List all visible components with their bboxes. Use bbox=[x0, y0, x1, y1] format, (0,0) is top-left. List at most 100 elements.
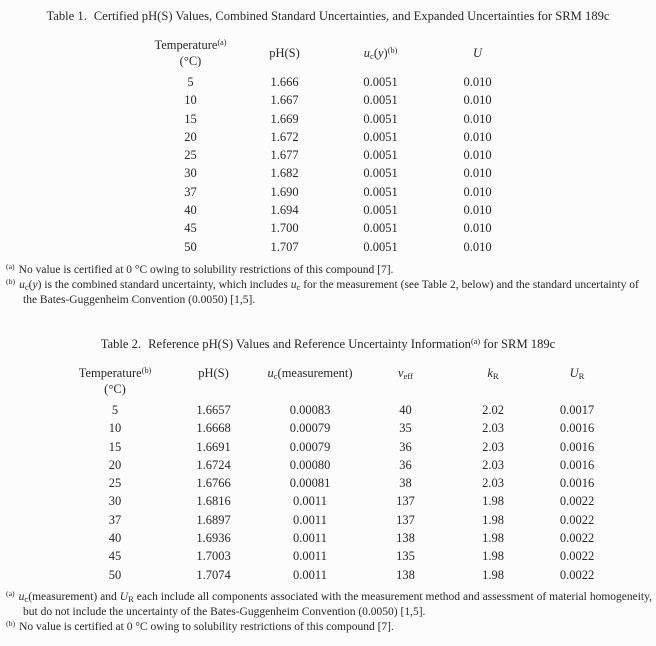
table2-col-temperature: Temperature(b) (°C) bbox=[78, 365, 152, 396]
table-cell-temperature: 20 bbox=[184, 129, 197, 144]
footnote-marker: (b) bbox=[6, 276, 16, 286]
table-cell-u-r: 0.0022 bbox=[559, 549, 595, 564]
table-row: 45 1.700 0.0051 0.010 bbox=[144, 219, 526, 237]
table-cell-ph-s: 1.666 bbox=[270, 75, 299, 89]
table-cell-u-r: 0.0022 bbox=[559, 494, 595, 509]
footnote-marker: (a) bbox=[6, 588, 15, 598]
table-cell-expanded-u: 0.010 bbox=[463, 166, 492, 181]
table-cell-ph-s: 1.6897 bbox=[196, 512, 231, 527]
table2: Temperature(b) (°C) pH(S) uc(measurement)… bbox=[63, 365, 619, 584]
table-cell-temperature: 45 bbox=[184, 221, 197, 236]
table-cell-ph-s: 1.7003 bbox=[196, 549, 231, 564]
table-row: 20 1.6724 0.00080 36 2.03 0.0016 bbox=[63, 456, 619, 474]
table2-body: 5 1.6657 0.00083 40 2.02 0.0017 10 1.666… bbox=[63, 401, 619, 584]
table-cell-ph-s: 1.667 bbox=[270, 93, 299, 108]
table-cell-ph-s: 1.690 bbox=[270, 184, 299, 199]
table-cell-expanded-u: 0.010 bbox=[463, 93, 492, 108]
table1-col-uc-y: uc(y)(b) bbox=[363, 46, 398, 61]
table-cell-temperature: 10 bbox=[108, 421, 122, 436]
table-cell-v-eff: 137 bbox=[396, 494, 415, 509]
table-cell-v-eff: 138 bbox=[396, 531, 415, 546]
table2-title: Table 2. Reference pH(S) Values and Refer… bbox=[0, 337, 656, 352]
table-cell-ph-s: 1.6816 bbox=[196, 494, 231, 509]
table-cell-expanded-u: 0.010 bbox=[463, 184, 492, 199]
table-cell-k-r: 1.98 bbox=[482, 567, 504, 582]
table-cell-k-r: 2.02 bbox=[482, 402, 504, 417]
table1: Temperature(a) (°C) pH(S) uc(y)(b) U 5 1.… bbox=[144, 37, 526, 256]
table-row: 50 1.7074 0.0011 138 1.98 0.0022 bbox=[63, 566, 619, 584]
table-cell-v-eff: 35 bbox=[399, 421, 412, 436]
table-cell-temperature: 10 bbox=[184, 93, 197, 108]
table-cell-k-r: 1.98 bbox=[482, 512, 504, 527]
table-cell-uc-measurement: 0.00079 bbox=[289, 421, 331, 436]
table-cell-temperature: 20 bbox=[108, 457, 122, 472]
table-cell-expanded-u: 0.010 bbox=[463, 221, 492, 236]
table-cell-k-r: 2.03 bbox=[482, 476, 504, 491]
table2-footnotes: (a) uc(measurement) and UR each include a… bbox=[6, 590, 652, 635]
table-cell-ph-s: 1.672 bbox=[270, 129, 299, 144]
table-row: 25 1.677 0.0051 0.010 bbox=[144, 146, 526, 164]
table-cell-k-r: 1.98 bbox=[482, 494, 504, 509]
footnote: (a) uc(measurement) and UR each include a… bbox=[6, 590, 652, 620]
table2-header-row: Temperature(b) (°C) pH(S) uc(measurement)… bbox=[63, 365, 619, 401]
table-cell-k-r: 2.03 bbox=[482, 421, 504, 436]
table-cell-temperature: 40 bbox=[108, 531, 122, 546]
footnote-text: uc(y) is the combined standard uncertain… bbox=[19, 278, 639, 306]
table-row: 50 1.707 0.0051 0.010 bbox=[144, 238, 526, 256]
table-cell-temperature: 40 bbox=[184, 203, 197, 218]
table-cell-k-r: 1.98 bbox=[482, 549, 504, 564]
table-row: 30 1.6816 0.0011 137 1.98 0.0022 bbox=[63, 492, 619, 510]
table-row: 20 1.672 0.0051 0.010 bbox=[144, 128, 526, 146]
table-cell-temperature: 30 bbox=[184, 166, 197, 181]
table2-title-label: Table 2. bbox=[100, 336, 142, 351]
table-cell-uc-measurement: 0.0011 bbox=[293, 567, 327, 582]
table-row: 15 1.6691 0.00079 36 2.03 0.0016 bbox=[63, 438, 619, 456]
footnote: (a) No value is certified at 0 °C owing t… bbox=[6, 263, 652, 278]
footnote-marker: (b) bbox=[6, 618, 16, 628]
table-cell-temperature: 15 bbox=[108, 439, 122, 454]
table1-footnotes: (a) No value is certified at 0 °C owing t… bbox=[6, 263, 652, 308]
table2-header: Temperature(b) (°C) pH(S) uc(measurement)… bbox=[63, 365, 619, 401]
table-cell-v-eff: 138 bbox=[396, 567, 415, 582]
table-cell-expanded-u: 0.010 bbox=[463, 75, 492, 89]
table2-title-text: Reference pH(S) Values and Reference Unc… bbox=[148, 336, 556, 351]
table-cell-u-r: 0.0016 bbox=[559, 439, 595, 454]
table-cell-uc-measurement: 0.00083 bbox=[289, 402, 331, 417]
table-cell-uc-measurement: 0.00081 bbox=[289, 476, 331, 491]
table-cell-u-r: 0.0022 bbox=[559, 531, 595, 546]
table-cell-k-r: 2.03 bbox=[482, 457, 504, 472]
table1-header-row: Temperature(a) (°C) pH(S) uc(y)(b) U bbox=[144, 37, 526, 73]
table-cell-ph-s: 1.6657 bbox=[196, 402, 231, 417]
footnote: (b) uc(y) is the combined standard uncert… bbox=[6, 278, 652, 308]
table-cell-temperature: 50 bbox=[108, 567, 122, 582]
table-cell-v-eff: 135 bbox=[396, 549, 415, 564]
table-cell-expanded-u: 0.010 bbox=[463, 111, 492, 126]
table-cell-ph-s: 1.6691 bbox=[196, 439, 231, 454]
table-cell-uc-y: 0.0051 bbox=[363, 111, 398, 126]
table-cell-v-eff: 40 bbox=[399, 402, 412, 417]
table-cell-expanded-u: 0.010 bbox=[463, 148, 492, 163]
table1-col-temperature: Temperature(a) (°C) bbox=[154, 38, 227, 68]
table-cell-ph-s: 1.6936 bbox=[196, 531, 231, 546]
table-row: 40 1.6936 0.0011 138 1.98 0.0022 bbox=[63, 529, 619, 547]
table-cell-temperature: 37 bbox=[108, 512, 122, 527]
table-cell-v-eff: 36 bbox=[399, 439, 412, 454]
table-cell-ph-s: 1.700 bbox=[270, 221, 299, 236]
footnote-marker: (a) bbox=[6, 261, 15, 271]
table-cell-temperature: 45 bbox=[108, 549, 122, 564]
table-cell-temperature: 5 bbox=[187, 75, 194, 89]
table-cell-ph-s: 1.682 bbox=[270, 166, 299, 181]
table-cell-uc-y: 0.0051 bbox=[363, 184, 398, 199]
table-row: 37 1.690 0.0051 0.010 bbox=[144, 183, 526, 201]
table-cell-uc-measurement: 0.0011 bbox=[293, 549, 327, 564]
table1-header: Temperature(a) (°C) pH(S) uc(y)(b) U bbox=[144, 37, 526, 73]
table-cell-ph-s: 1.6668 bbox=[196, 421, 231, 436]
table-row: 25 1.6766 0.00081 38 2.03 0.0016 bbox=[63, 474, 619, 492]
table-cell-uc-measurement: 0.0011 bbox=[293, 531, 327, 546]
table-cell-uc-y: 0.0051 bbox=[363, 93, 398, 108]
table2-col-v-eff: veff bbox=[398, 365, 413, 381]
table-cell-uc-measurement: 0.0011 bbox=[293, 494, 327, 509]
table-row: 15 1.669 0.0051 0.010 bbox=[144, 110, 526, 128]
table-cell-ph-s: 1.677 bbox=[270, 148, 299, 163]
